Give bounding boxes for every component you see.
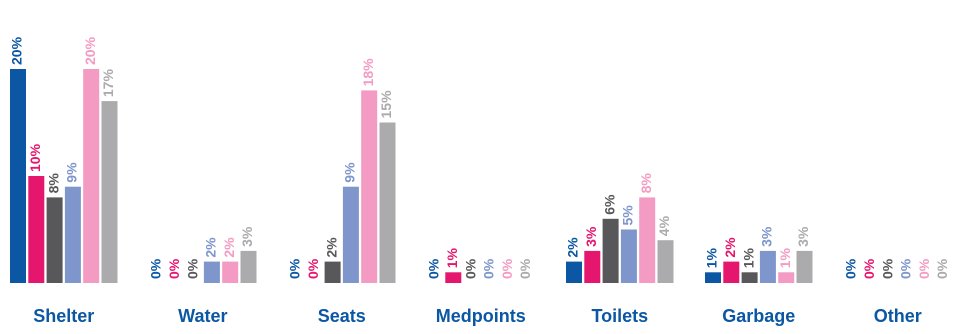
value-label-shelter-4: 9% xyxy=(64,162,80,183)
value-label-toilets-3: 6% xyxy=(601,194,617,215)
bar-garbage-2 xyxy=(723,261,740,283)
bar-shelter-2 xyxy=(28,176,45,283)
value-label-toilets-5: 8% xyxy=(638,173,654,194)
value-label-garbage-5: 1% xyxy=(777,248,793,269)
value-label-water-2: 0% xyxy=(166,258,182,279)
value-label-seats-3: 2% xyxy=(323,237,339,258)
value-label-shelter-1: 20% xyxy=(9,36,25,65)
bar-water-4 xyxy=(203,261,220,283)
value-label-other-2: 0% xyxy=(861,258,877,279)
value-label-seats-6: 15% xyxy=(378,90,394,119)
category-label-garbage: Garbage xyxy=(722,306,795,326)
bar-garbage-5 xyxy=(778,272,795,283)
bar-garbage-6 xyxy=(796,250,813,283)
value-label-toilets-1: 2% xyxy=(565,237,581,258)
bar-toilets-4 xyxy=(620,229,637,283)
category-label-other: Other xyxy=(874,306,922,326)
bar-seats-6 xyxy=(379,122,396,283)
bar-medpoints-2 xyxy=(445,272,462,283)
value-label-medpoints-5: 0% xyxy=(499,258,515,279)
bar-seats-4 xyxy=(342,186,359,283)
bar-seats-5 xyxy=(361,90,378,284)
bar-toilets-3 xyxy=(602,218,619,283)
value-label-toilets-4: 5% xyxy=(620,205,636,226)
value-label-garbage-4: 3% xyxy=(759,226,775,247)
value-label-water-5: 2% xyxy=(221,237,237,258)
value-label-water-4: 2% xyxy=(203,237,219,258)
bar-shelter-3 xyxy=(46,197,63,283)
value-label-garbage-2: 2% xyxy=(722,237,738,258)
value-label-other-1: 0% xyxy=(843,258,859,279)
bar-shelter-4 xyxy=(64,186,81,283)
value-label-medpoints-2: 1% xyxy=(444,248,460,269)
value-label-water-1: 0% xyxy=(148,258,164,279)
bars-layer xyxy=(10,69,813,284)
value-label-garbage-3: 1% xyxy=(740,248,756,269)
value-label-medpoints-6: 0% xyxy=(517,258,533,279)
value-label-seats-4: 9% xyxy=(342,162,358,183)
bar-water-5 xyxy=(222,261,239,283)
bar-shelter-6 xyxy=(101,101,118,283)
value-label-toilets-6: 4% xyxy=(656,215,672,236)
bar-shelter-1 xyxy=(10,69,26,283)
bar-water-6 xyxy=(240,250,257,283)
value-label-seats-1: 0% xyxy=(287,258,303,279)
value-label-other-3: 0% xyxy=(879,258,895,279)
value-label-garbage-1: 1% xyxy=(704,248,720,269)
value-label-seats-2: 0% xyxy=(305,258,321,279)
category-labels-layer: Shelter Water Seats Medpoints Toilets Garbage… xyxy=(33,306,922,326)
bar-toilets-5 xyxy=(639,197,656,283)
value-label-garbage-6: 3% xyxy=(795,226,811,247)
bar-garbage-4 xyxy=(759,250,776,283)
value-label-shelter-6: 17% xyxy=(100,69,116,98)
category-label-shelter: Shelter xyxy=(33,306,94,326)
bar-toilets-2 xyxy=(584,250,601,283)
value-label-other-5: 0% xyxy=(916,258,932,279)
value-label-medpoints-4: 0% xyxy=(481,258,497,279)
category-label-toilets: Toilets xyxy=(591,306,648,326)
value-label-toilets-2: 3% xyxy=(583,226,599,247)
category-label-seats: Seats xyxy=(318,306,366,326)
category-label-water: Water xyxy=(178,306,227,326)
value-label-water-3: 0% xyxy=(184,258,200,279)
value-label-shelter-5: 20% xyxy=(82,36,98,65)
category-label-medpoints: Medpoints xyxy=(436,306,526,326)
bar-garbage-3 xyxy=(741,272,758,283)
bar-seats-3 xyxy=(324,261,341,283)
bar-toilets-1 xyxy=(566,261,582,283)
value-label-seats-5: 18% xyxy=(360,58,376,87)
bar-garbage-1 xyxy=(705,272,721,283)
value-label-other-6: 0% xyxy=(934,258,950,279)
value-label-other-4: 0% xyxy=(898,258,914,279)
bar-toilets-6 xyxy=(657,240,674,283)
value-label-medpoints-1: 0% xyxy=(426,258,442,279)
value-label-medpoints-3: 0% xyxy=(462,258,478,279)
value-label-water-6: 3% xyxy=(239,226,255,247)
value-label-shelter-2: 10% xyxy=(27,143,43,172)
bar-shelter-5 xyxy=(83,69,100,283)
value-labels-layer: 20%10%8%9%20%17%0% 0% 0%2% 2%3%0% 0%2%9%18%1… xyxy=(9,36,951,279)
value-label-shelter-3: 8% xyxy=(45,173,61,194)
